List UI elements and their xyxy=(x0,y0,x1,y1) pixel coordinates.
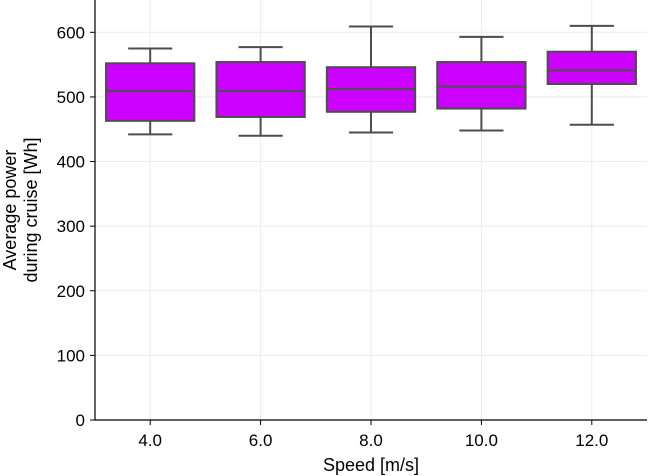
x-tick-label: 4.0 xyxy=(138,431,162,450)
x-tick-label: 8.0 xyxy=(359,431,383,450)
y-tick-label: 600 xyxy=(57,23,85,42)
y-tick-label: 400 xyxy=(57,153,85,172)
iqr-box xyxy=(215,61,306,118)
box-4-0 xyxy=(105,47,196,136)
axis-layer xyxy=(90,0,647,425)
x-tick-label: 10.0 xyxy=(465,431,498,450)
box-6-0 xyxy=(215,46,306,137)
y-axis-title-line: during cruise [Wh] xyxy=(21,137,41,282)
box-layer xyxy=(105,24,637,137)
y-tick-label: 500 xyxy=(57,88,85,107)
y-axis-title-line: Average power xyxy=(0,150,20,271)
y-axis-title: Average powerduring cruise [Wh] xyxy=(0,137,41,282)
x-tick-label: 12.0 xyxy=(575,431,608,450)
x-tick-label: 6.0 xyxy=(249,431,273,450)
y-tick-label: 300 xyxy=(57,217,85,236)
y-tick-label: 0 xyxy=(76,411,85,430)
x-axis-title: Speed [m/s] xyxy=(323,455,419,475)
iqr-box xyxy=(546,50,637,85)
iqr-box xyxy=(436,61,527,110)
y-tick-label: 200 xyxy=(57,282,85,301)
label-layer: 0 100 200 300 400 500 600 4.0 6.0 8.0 10.0 12.0 Spee… xyxy=(0,23,608,475)
y-tick-label: 100 xyxy=(57,346,85,365)
box-10-0 xyxy=(436,35,527,132)
box-8-0 xyxy=(325,25,417,134)
box-12-0 xyxy=(546,24,637,126)
